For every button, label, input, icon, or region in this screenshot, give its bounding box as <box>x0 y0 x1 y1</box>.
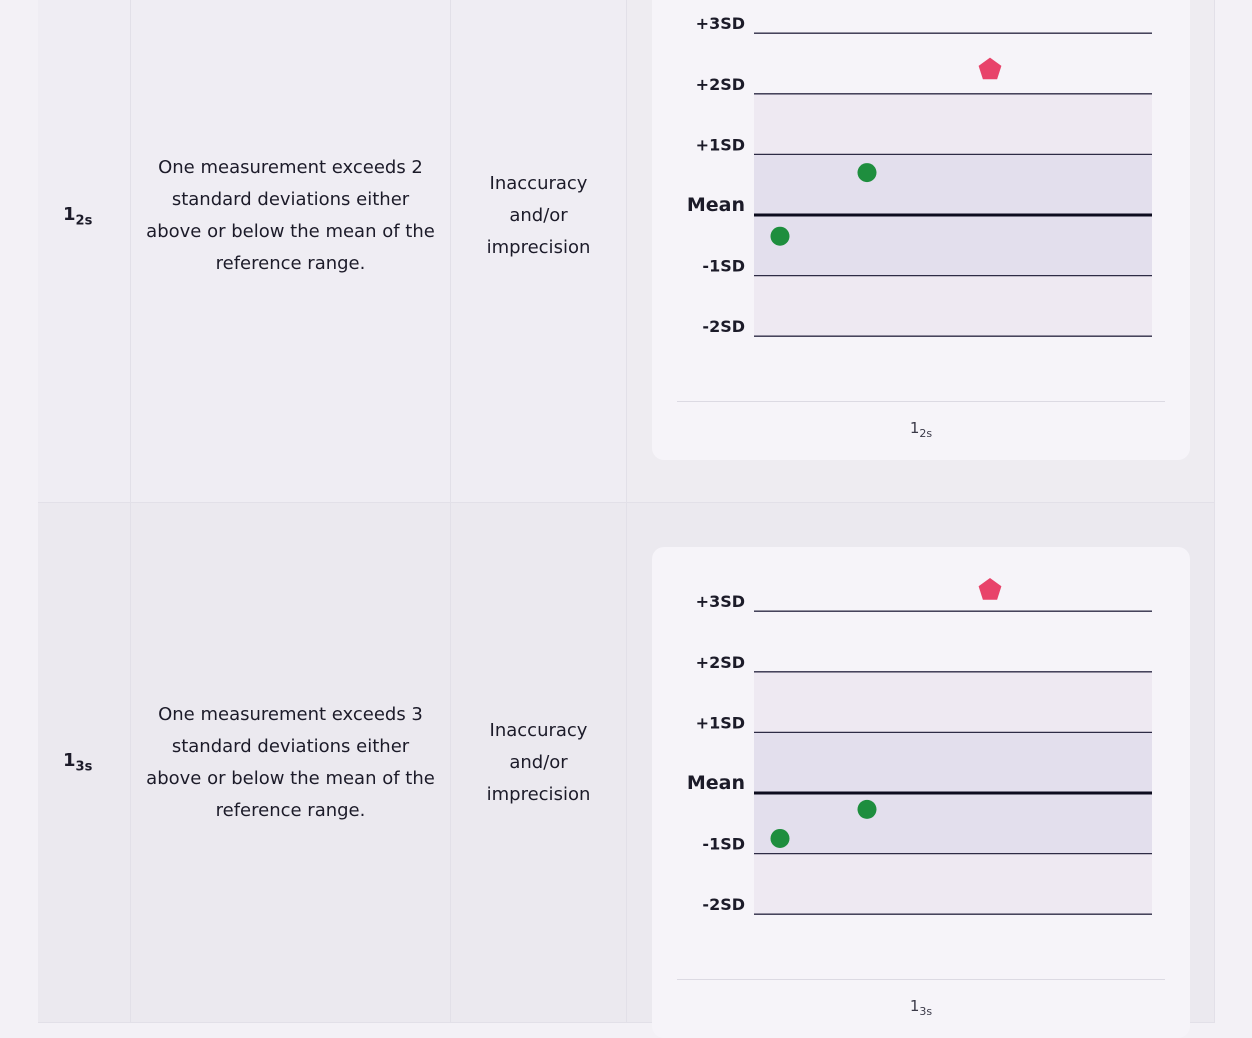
sd-label: Mean <box>687 194 745 216</box>
description: One measurement exceeds 2 standard devia… <box>146 157 435 274</box>
sd-label: -1SD <box>702 835 745 854</box>
rule-sub: 3s <box>75 759 93 775</box>
divider <box>677 401 1165 402</box>
error-cell: Inaccuracy and/or imprecision <box>451 503 627 1023</box>
chart-card: +3SD +2SD +1SD Mean -1SD -2SD 13s <box>652 547 1190 1038</box>
chart: +3SD +2SD +1SD Mean -1SD -2SD <box>687 14 1152 337</box>
description-cell: One measurement exceeds 2 standard devia… <box>131 0 451 503</box>
rule-sub: 2s <box>75 213 93 229</box>
page: 12s One measurement exceeds 2 standard de… <box>38 0 1215 1018</box>
rule-name: 13s <box>63 750 92 775</box>
error-type: Inaccuracy and/or imprecision <box>486 719 591 805</box>
error-cell: Inaccuracy and/or imprecision <box>451 0 627 503</box>
sd-label: +3SD <box>696 14 745 33</box>
rule-cell: 13s <box>38 503 131 1023</box>
description: One measurement exceeds 3 standard devia… <box>146 703 435 821</box>
description-cell: One measurement exceeds 3 standard devia… <box>131 503 451 1023</box>
caption-base: 1 <box>909 997 920 1015</box>
sd-label: +1SD <box>696 135 745 154</box>
chart: +3SD +2SD +1SD Mean -1SD -2SD <box>687 578 1152 915</box>
chart-card: +3SD +2SD +1SD Mean -1SD -2SD 12s <box>652 0 1190 460</box>
point <box>857 799 877 819</box>
rule-base: 1 <box>63 750 76 772</box>
rule-base: 1 <box>63 203 76 225</box>
rule-name: 12s <box>63 204 92 229</box>
sd-label: Mean <box>687 772 745 794</box>
caption-sub: 3s <box>919 1005 933 1018</box>
point <box>978 57 1002 80</box>
rule-cell: 12s <box>38 0 131 503</box>
sd-label: +1SD <box>696 713 745 732</box>
chart-caption: 13s <box>652 997 1190 1018</box>
error-type: Inaccuracy and/or imprecision <box>486 173 591 258</box>
point <box>857 163 877 183</box>
chart-caption: 12s <box>652 419 1190 440</box>
sd-label: -2SD <box>702 317 745 336</box>
point <box>770 226 790 246</box>
point <box>978 578 1002 600</box>
sd-label: +2SD <box>696 75 745 94</box>
sd-label: +3SD <box>696 592 745 611</box>
caption-base: 1 <box>909 419 920 437</box>
sd-label: -2SD <box>702 895 745 914</box>
point <box>770 828 790 848</box>
caption-sub: 2s <box>919 427 933 440</box>
divider <box>677 979 1165 980</box>
sd-label: -1SD <box>702 257 745 276</box>
sd-label: +2SD <box>696 653 745 672</box>
